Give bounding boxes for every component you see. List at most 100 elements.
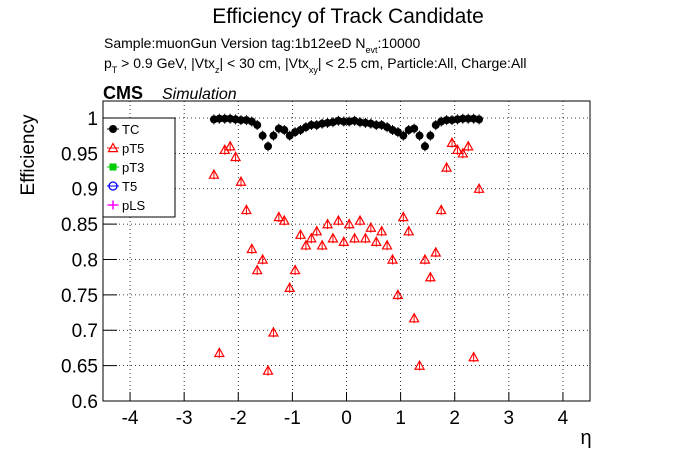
point [451, 144, 463, 155]
point [365, 221, 377, 232]
point [262, 364, 274, 375]
point [370, 236, 382, 247]
point [457, 147, 469, 158]
x-tick-label: -4 [122, 408, 139, 429]
y-tick-label: 0.65 [61, 357, 98, 378]
point [349, 232, 361, 243]
point [376, 225, 388, 236]
point [403, 225, 415, 236]
y-tick-label: 0.75 [61, 286, 98, 307]
point [253, 121, 262, 130]
point [289, 264, 301, 275]
point [475, 115, 484, 124]
annotation-segment: Sample:muonGun Version tag:1b12eeD N [104, 35, 366, 51]
point [420, 142, 429, 151]
annotation-segment: :10000 [378, 35, 421, 51]
point [392, 289, 404, 300]
legend-marker [107, 142, 119, 153]
point [300, 239, 312, 250]
point [327, 232, 339, 243]
point [408, 312, 420, 323]
point [257, 253, 269, 264]
point [213, 347, 225, 358]
point [414, 359, 426, 370]
plot-frame [102, 100, 591, 402]
y-tick-label: 0.95 [61, 144, 98, 165]
point [230, 151, 242, 162]
point [462, 140, 474, 151]
x-tick-label: 4 [558, 408, 569, 429]
point [381, 239, 393, 250]
legend-marker [108, 200, 118, 210]
annotation: Sample:muonGun Version tag:1b12eeD Nevt:… [104, 35, 421, 55]
point [446, 137, 458, 147]
annotation-segment: xy [309, 65, 319, 75]
point [468, 351, 480, 362]
point [269, 131, 278, 140]
y-tick-label: 0.85 [61, 215, 98, 236]
legend-marker [109, 125, 117, 133]
annotation-segment: p [104, 55, 112, 71]
y-axis-label: Efficiency [18, 114, 39, 195]
point [399, 131, 408, 140]
point [343, 218, 355, 229]
point [435, 204, 447, 215]
point [264, 142, 273, 151]
x-tick-label: 1 [395, 408, 406, 429]
legend-label: T5 [122, 179, 137, 194]
point [235, 175, 247, 186]
point [415, 131, 424, 140]
annotation-segment: | < 2.5 cm, Particle:All, Charge:All [318, 55, 527, 71]
point [359, 232, 371, 243]
y-tick-label: 0.9 [72, 180, 98, 201]
point [208, 168, 220, 179]
point [322, 218, 334, 229]
annotation-segment: evt [366, 45, 379, 55]
x-tick-label: 2 [449, 408, 460, 429]
annotation: pT > 0.9 GeV, |Vtxz| < 30 cm, |Vtxxy| < … [104, 55, 527, 75]
legend-marker [109, 163, 117, 171]
point [280, 126, 289, 135]
legend-label: pLS [122, 198, 145, 213]
point [473, 183, 485, 193]
y-tick-label: 0.6 [72, 392, 98, 413]
point [316, 239, 328, 250]
x-tick-label: -3 [176, 408, 193, 429]
point [278, 214, 290, 225]
annotation-segment: T [112, 65, 118, 75]
legend-label: pT3 [122, 160, 144, 175]
x-tick-label: -2 [230, 408, 247, 429]
point [386, 253, 399, 264]
experiment-sublabel: Simulation [162, 86, 237, 103]
point [273, 211, 285, 222]
y-tick-label: 0.7 [72, 321, 98, 342]
point [410, 124, 419, 133]
point [251, 264, 263, 275]
point [397, 211, 409, 222]
legend-label: TC [122, 122, 139, 137]
point [424, 271, 436, 282]
point [332, 214, 344, 225]
y-tick-label: 0.8 [72, 250, 98, 271]
legend-marker [108, 181, 118, 191]
point [246, 243, 258, 254]
point [430, 246, 442, 257]
point [441, 161, 453, 172]
point [267, 326, 279, 337]
experiment-label: CMS [103, 83, 143, 103]
x-tick-label: 3 [504, 408, 515, 429]
annotation-segment: z [215, 65, 220, 75]
point [294, 228, 307, 239]
point [240, 204, 252, 215]
x-tick-label: -1 [284, 408, 301, 429]
point [338, 236, 350, 247]
point [284, 282, 296, 292]
point [419, 253, 431, 264]
point [305, 232, 317, 243]
legend-label: pT5 [122, 141, 144, 156]
y-tick-label: 1 [87, 109, 98, 130]
annotation-segment: > 0.9 GeV, |Vtx [117, 55, 215, 71]
chart-title: Efficiency of Track Candidate [212, 5, 484, 28]
x-axis-label: η [580, 427, 591, 449]
